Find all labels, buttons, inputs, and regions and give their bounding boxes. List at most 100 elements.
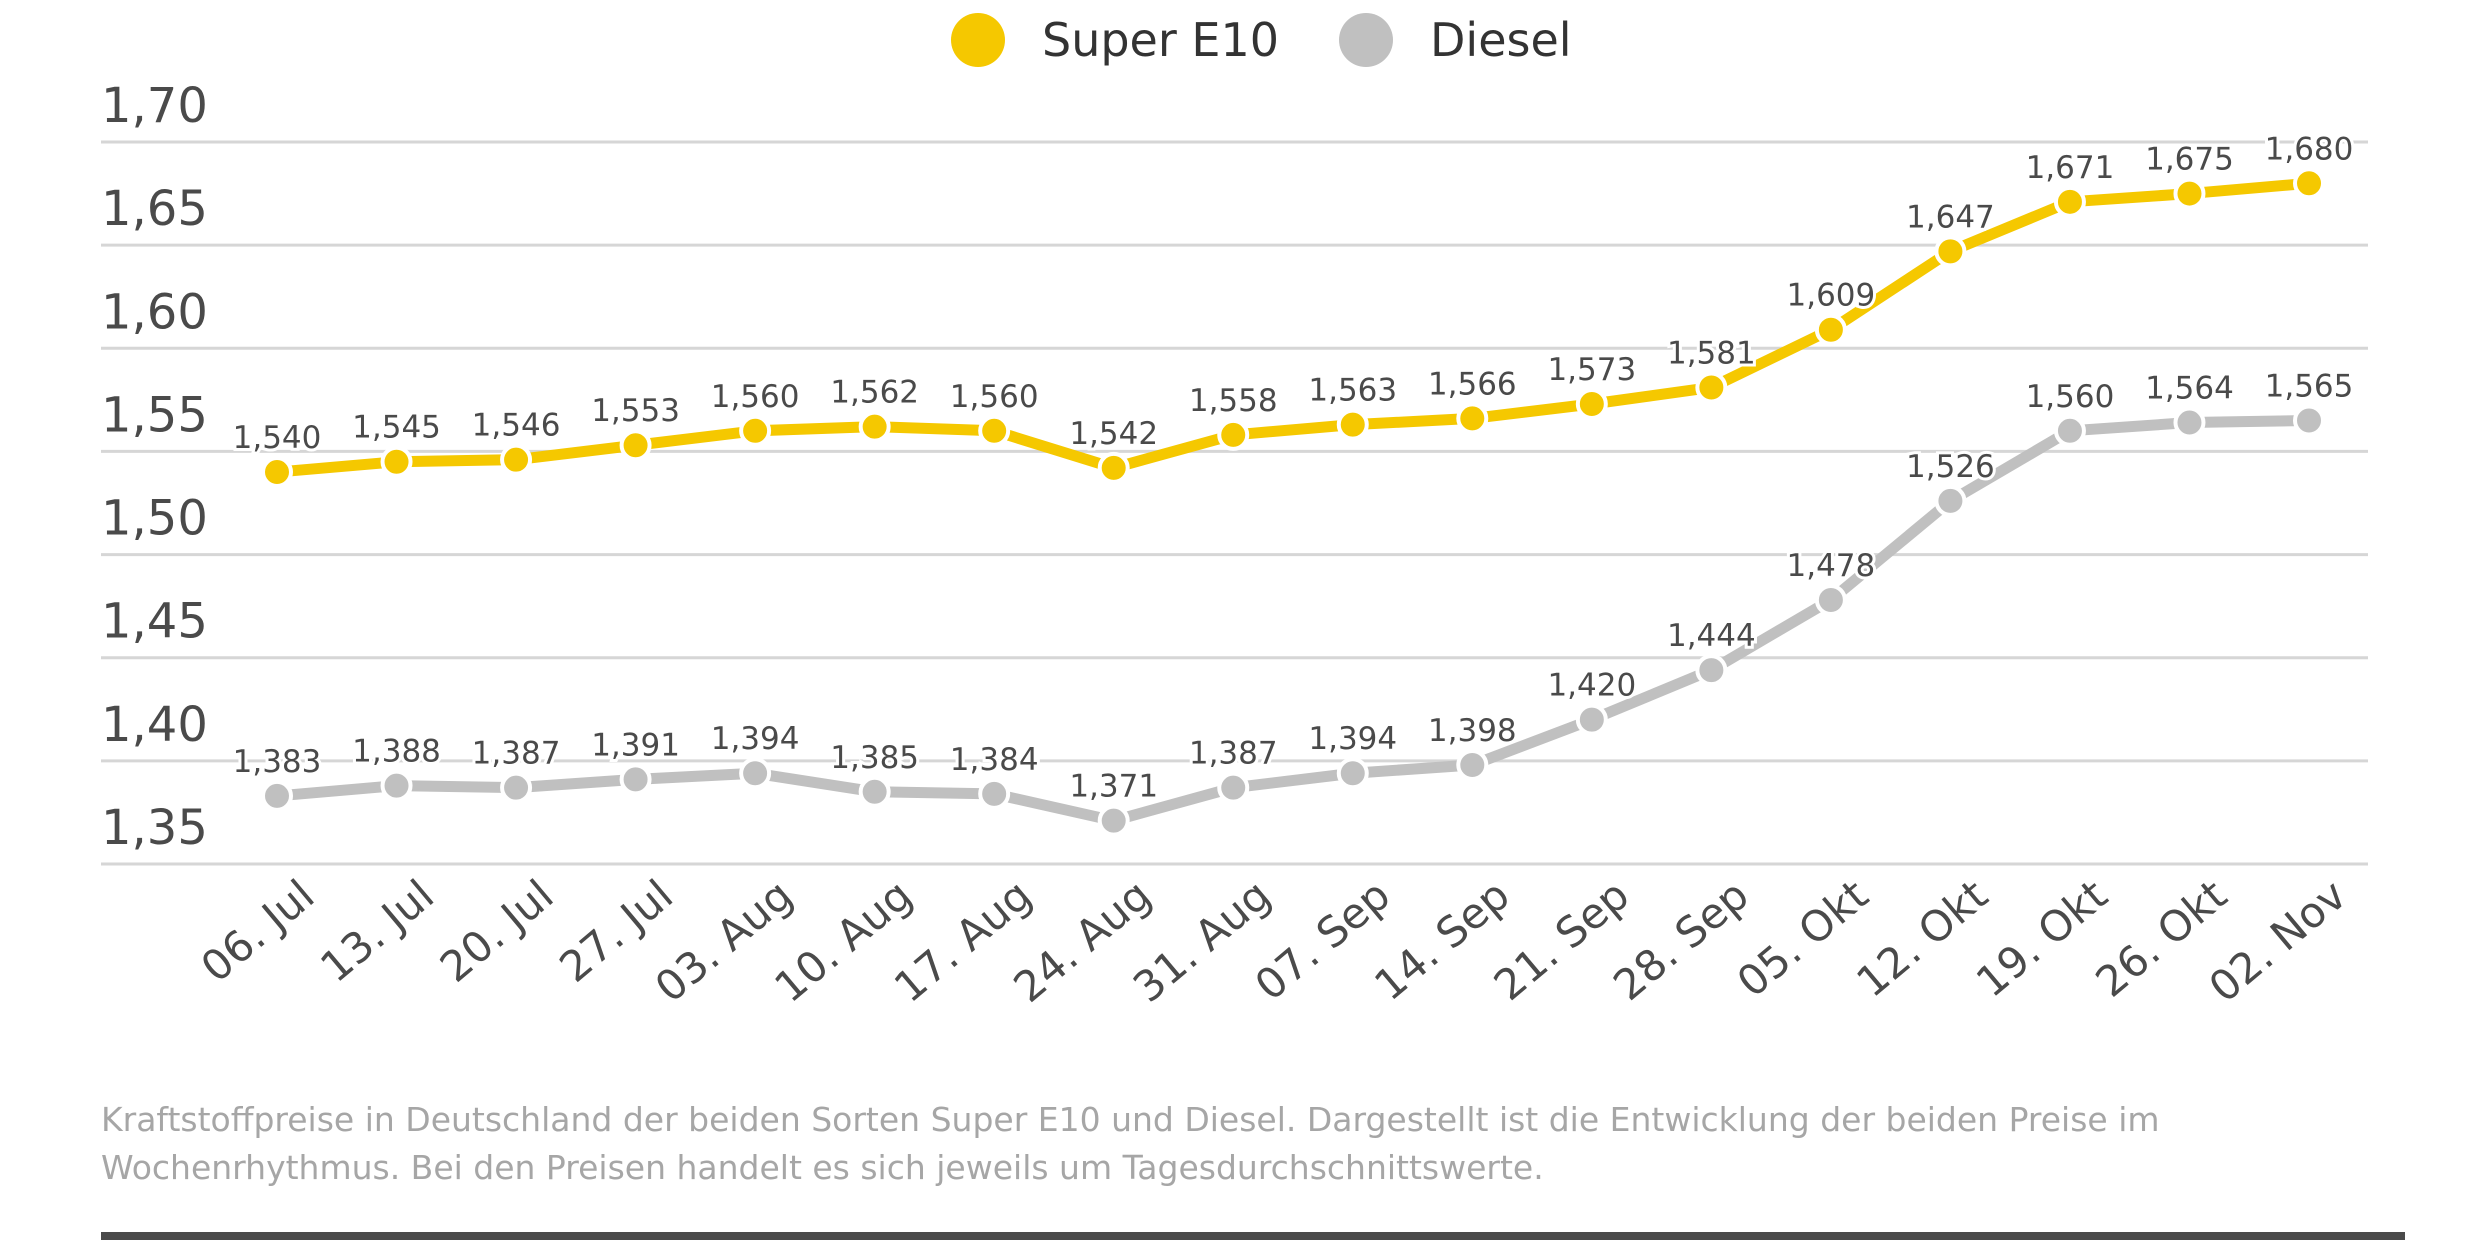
x-tick-label: 13. Jul [311, 870, 443, 992]
data-point [2293, 167, 2325, 200]
data-label: 1,371 [1069, 769, 1158, 805]
data-point [380, 769, 413, 802]
x-tick-label: 19. Okt [1967, 870, 2116, 1007]
data-label: 1,478 [1787, 548, 1876, 584]
data-point [261, 456, 293, 489]
data-point [619, 429, 652, 462]
data-label: 1,647 [1906, 199, 1995, 235]
data-point [380, 445, 413, 478]
data-label: 1,420 [1547, 668, 1636, 704]
data-point [1456, 748, 1489, 781]
data-point [2053, 414, 2086, 447]
data-label: 1,546 [472, 408, 561, 444]
data-label: 1,671 [2026, 150, 2115, 186]
data-point [739, 757, 772, 790]
data-label: 1,558 [1189, 383, 1278, 419]
data-label: 1,609 [1787, 278, 1876, 314]
legend-marker [1339, 13, 1393, 67]
data-label: 1,566 [1428, 366, 1517, 402]
data-label: 1,562 [830, 375, 919, 411]
data-label: 1,560 [950, 379, 1039, 415]
x-tick-label: 21. Sep [1485, 870, 1639, 1010]
x-tick-label: 20. Jul [431, 870, 563, 992]
data-point [1814, 583, 1847, 616]
data-point [1217, 418, 1250, 451]
data-label: 1,385 [830, 740, 919, 776]
data-label: 1,387 [1189, 736, 1278, 772]
data-label: 1,563 [1308, 373, 1397, 409]
data-point [978, 414, 1011, 447]
data-label: 1,545 [352, 410, 441, 446]
data-point [2173, 177, 2206, 210]
data-label: 1,526 [1906, 449, 1995, 485]
data-point [858, 775, 891, 808]
x-tick-label: 14. Sep [1365, 870, 1519, 1010]
data-label: 1,388 [352, 734, 441, 770]
data-label: 1,560 [711, 379, 800, 415]
data-point [1695, 654, 1728, 687]
legend-label: Super E10 [1042, 13, 1279, 67]
data-label: 1,573 [1547, 352, 1636, 388]
data-point [1934, 235, 1967, 268]
data-label: 1,383 [233, 744, 322, 780]
data-point [1575, 387, 1608, 420]
data-point [1336, 757, 1369, 790]
data-label: 1,560 [2026, 379, 2115, 415]
data-point [1575, 703, 1608, 736]
data-label: 1,394 [711, 721, 800, 757]
data-label: 1,564 [2145, 371, 2234, 407]
legend-label: Diesel [1430, 13, 1572, 67]
y-tick-label: 1,70 [101, 78, 208, 134]
x-tick-label: 12. Okt [1847, 870, 1996, 1007]
data-label: 1,394 [1308, 721, 1397, 757]
y-tick-label: 1,55 [101, 387, 208, 443]
data-label: 1,384 [950, 742, 1039, 778]
x-tick-label: 28. Sep [1604, 870, 1758, 1010]
data-point [1934, 484, 1967, 517]
data-point [858, 410, 891, 443]
data-point [2293, 404, 2325, 437]
data-label: 1,391 [591, 727, 680, 763]
data-point [500, 771, 533, 804]
data-point [500, 443, 533, 476]
x-tick-label: 06. Jul [192, 870, 324, 992]
data-point [978, 777, 1011, 810]
data-point [1097, 451, 1130, 484]
data-point [1217, 771, 1250, 804]
data-label: 1,565 [2265, 368, 2354, 404]
x-tick-label: 07. Sep [1246, 870, 1400, 1010]
data-label: 1,553 [591, 393, 680, 429]
data-point [1814, 313, 1847, 346]
data-point [2173, 406, 2206, 439]
bottom-divider [101, 1232, 2405, 1240]
data-label: 1,680 [2265, 131, 2354, 167]
data-point [1695, 371, 1728, 404]
data-label: 1,540 [233, 420, 322, 456]
data-label: 1,542 [1069, 416, 1158, 452]
data-point [619, 763, 652, 796]
y-tick-label: 1,50 [101, 491, 208, 547]
series-line [276, 414, 2310, 827]
data-point [1456, 402, 1489, 435]
data-point [2053, 185, 2086, 218]
y-tick-label: 1,45 [101, 594, 208, 650]
legend-marker [951, 13, 1005, 67]
data-label: 1,444 [1667, 618, 1756, 654]
data-point [1097, 804, 1130, 837]
x-tick-label: 31. Aug [1124, 870, 1280, 1012]
x-tick-label: 05. Okt [1728, 870, 1877, 1007]
y-tick-label: 1,65 [101, 181, 208, 237]
data-point [739, 414, 772, 447]
data-label: 1,581 [1667, 335, 1756, 371]
y-tick-label: 1,60 [101, 284, 208, 340]
data-point [261, 779, 293, 812]
y-tick-label: 1,40 [101, 697, 208, 753]
data-label: 1,675 [2145, 142, 2234, 178]
x-tick-label: 02. Nov [2200, 870, 2356, 1012]
y-tick-label: 1,35 [101, 800, 208, 856]
chart-caption: Kraftstoffpreise in Deutschland der beid… [101, 1100, 2160, 1187]
data-point [1336, 408, 1369, 441]
data-label: 1,387 [472, 736, 561, 772]
series-line [276, 177, 2310, 478]
